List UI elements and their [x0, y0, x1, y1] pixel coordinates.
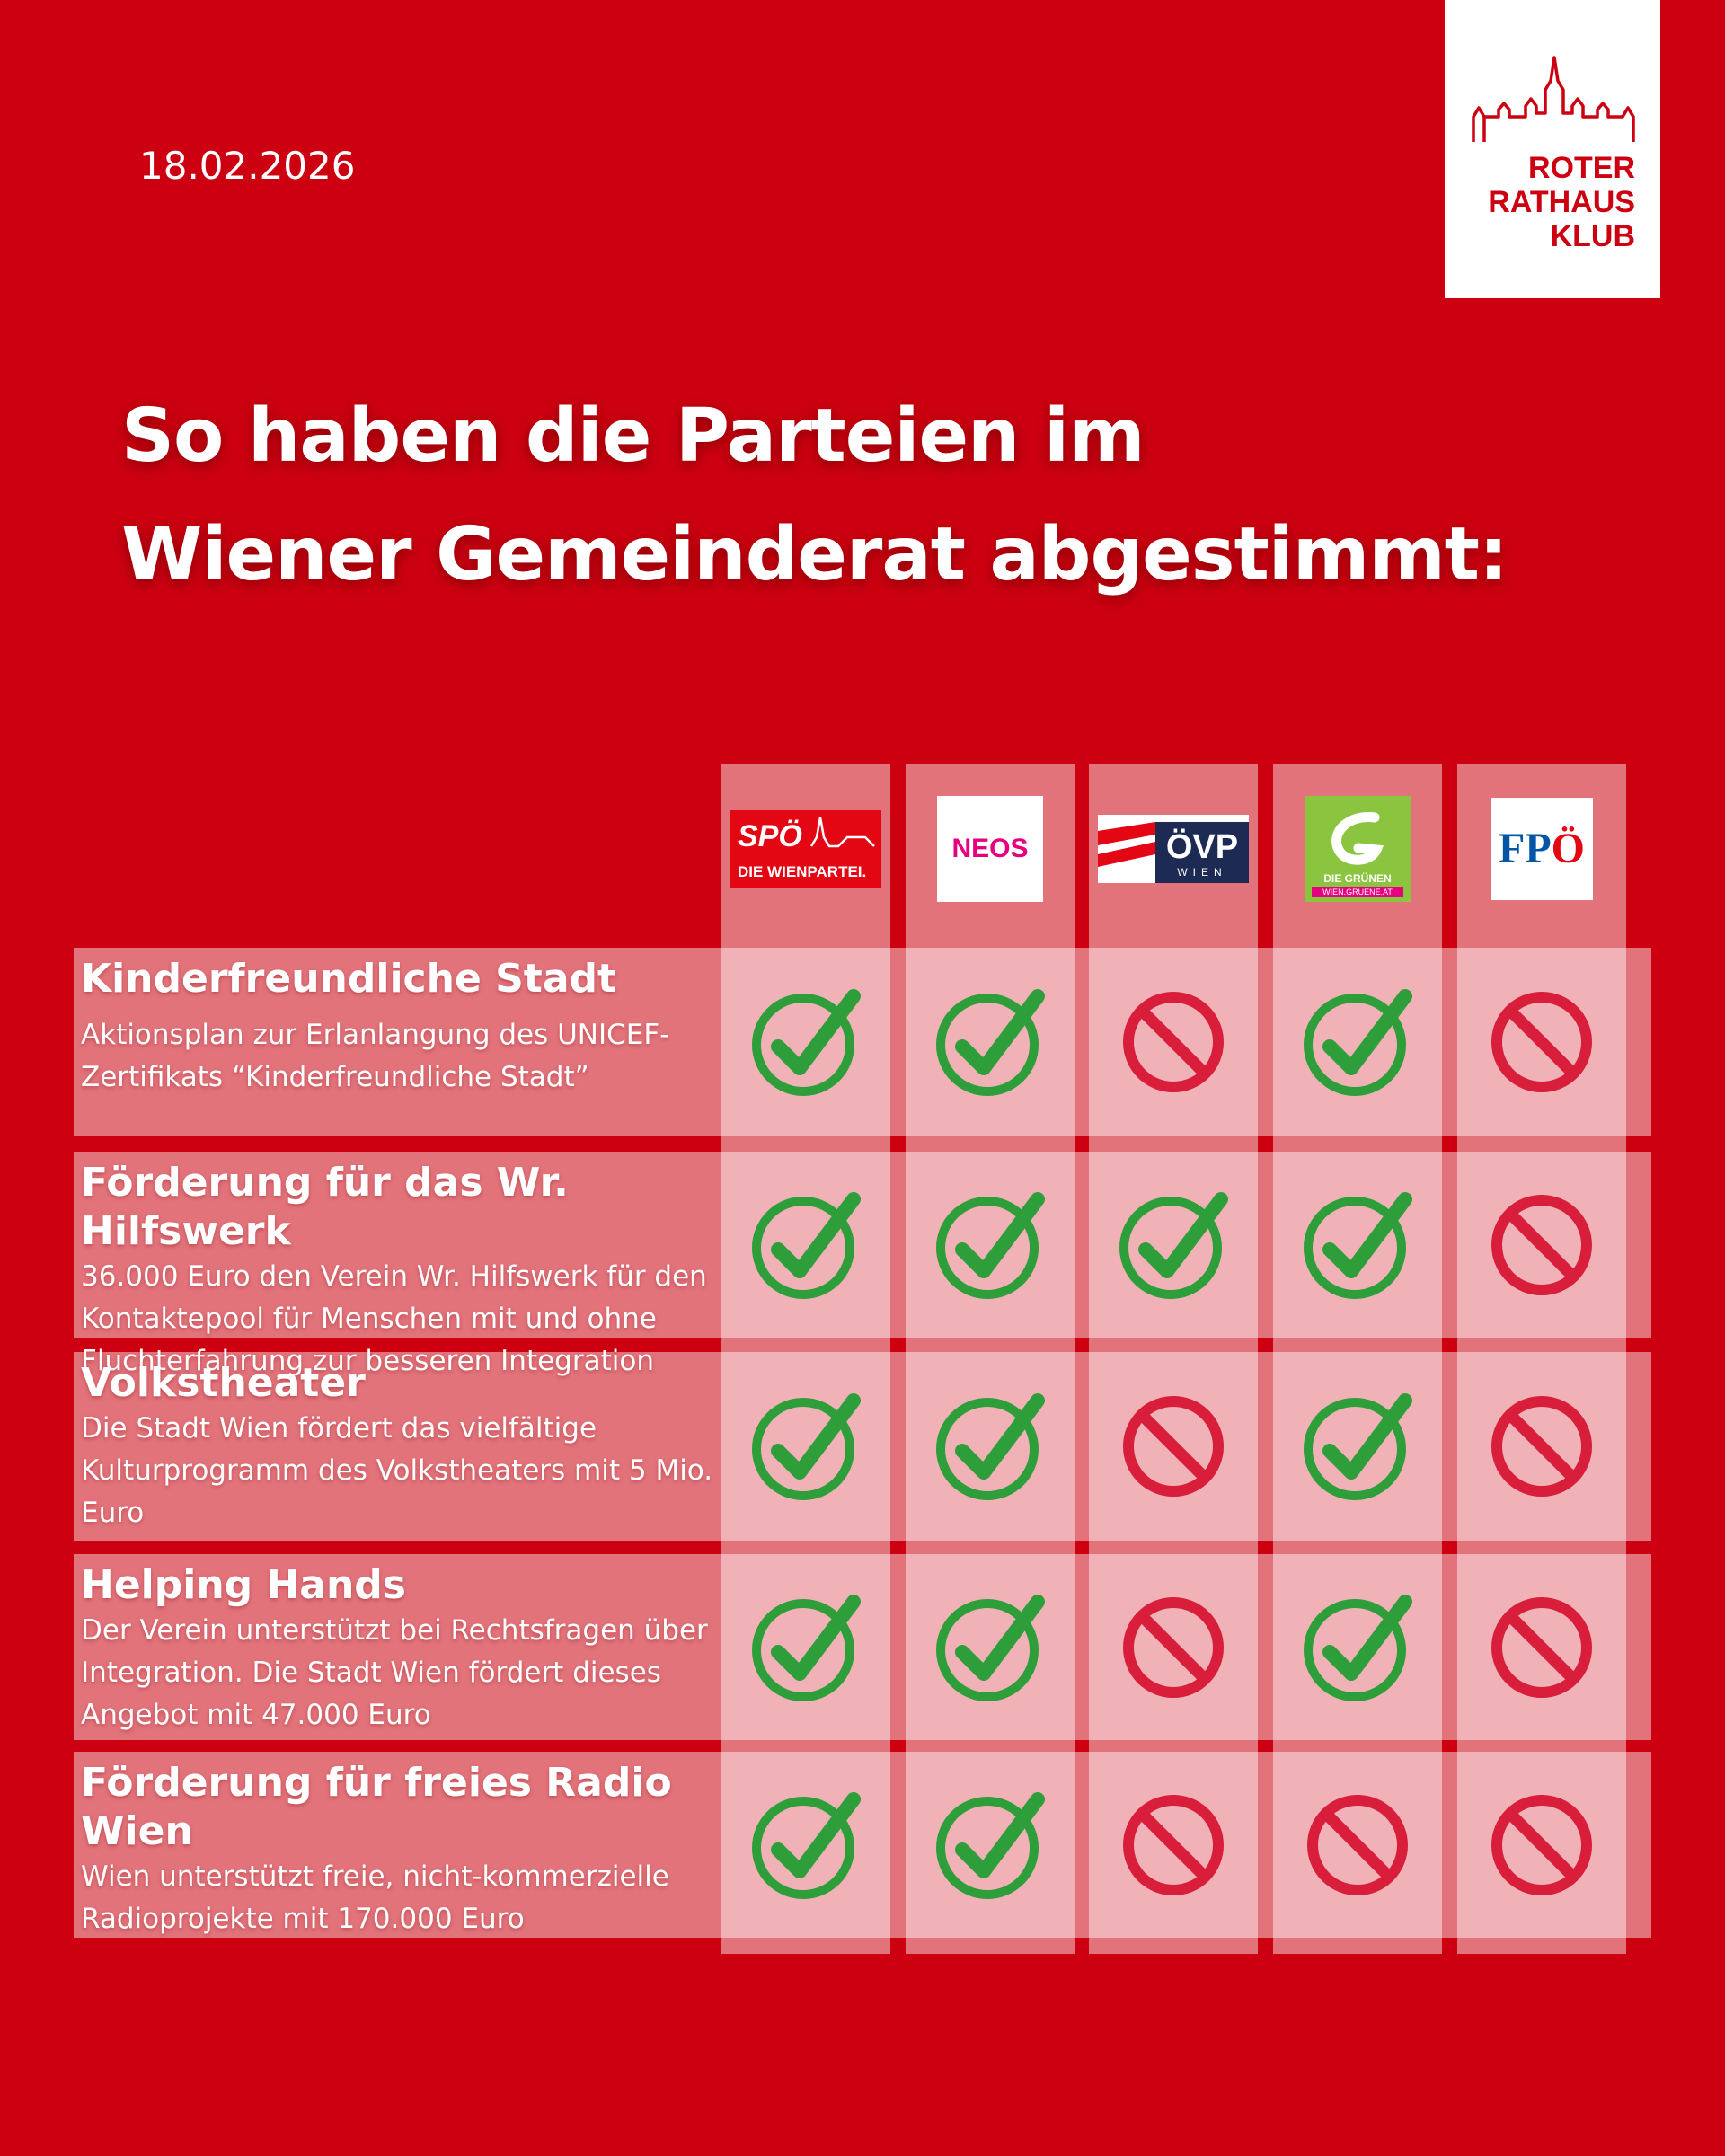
prohibited-icon: [1457, 1554, 1626, 1740]
party-name: FPÖ: [1499, 825, 1585, 872]
roter-rathausklub-logo: ROTER RATHAUS KLUB: [1445, 0, 1660, 298]
prohibited-icon: [1089, 1554, 1258, 1740]
table-row: [74, 948, 1651, 1136]
row-title: Volkstheater: [81, 1360, 366, 1406]
party-subtitle: DIE WIENPARTEI.: [738, 863, 866, 880]
prohibited-icon: [1457, 1352, 1626, 1541]
party-name: SPÖ: [738, 819, 802, 853]
table-row: [74, 1152, 1651, 1338]
row-description: Aktionsplan zur Erlanlangung des UNICEF-…: [81, 1019, 670, 1093]
spoe-logo: SPÖ DIE WIENPARTEI.: [721, 791, 890, 907]
party-subtitle: WIEN: [1177, 866, 1226, 879]
rathaus-skyline-icon: [1472, 56, 1635, 142]
check-circle-icon: [1089, 1152, 1258, 1338]
row-description: Der Verein unterstützt bei Rechtsfragen …: [81, 1614, 708, 1731]
row-description: Wien unterstützt freie, nicht-kommerziel…: [81, 1860, 669, 1935]
check-circle-icon: [1273, 948, 1442, 1136]
prohibited-icon: [1273, 1752, 1442, 1938]
brand-name: ROTER RATHAUS KLUB: [1488, 151, 1635, 253]
party-column: [1089, 764, 1258, 1954]
check-circle-icon: [1273, 1554, 1442, 1740]
party-name: DIE GRÜNEN: [1323, 871, 1391, 885]
neos-logo: NEOS: [906, 791, 1075, 907]
prohibited-icon: [1457, 1752, 1626, 1938]
table-row: [74, 1554, 1651, 1740]
check-circle-icon: [721, 1752, 890, 1938]
gruene-logo: DIE GRÜNEN WIEN.GRUENE.AT: [1273, 791, 1442, 907]
row-description: 36.000 Euro den Verein Wr. Hilfswerk für…: [81, 1260, 707, 1377]
row-label: Kinderfreundliche Stadt Aktionsplan zur E…: [81, 955, 719, 1099]
check-circle-icon: [906, 1554, 1075, 1740]
prohibited-icon: [1089, 1752, 1258, 1938]
party-column: [1273, 764, 1442, 1954]
check-circle-icon: [906, 1152, 1075, 1338]
row-label: Förderung für freies Radio Wien Wien unte…: [81, 1759, 719, 1940]
party-column: [906, 764, 1075, 1954]
prohibited-icon: [1457, 948, 1626, 1136]
page-title: So haben die Parteien im Wiener Gemeinde…: [121, 393, 1508, 597]
row-title: Helping Hands: [81, 1562, 406, 1608]
row-description: Die Stadt Wien fördert das vielfältige K…: [81, 1412, 713, 1529]
row-title: Förderung für das Wr. Hilfswerk: [81, 1160, 569, 1254]
check-circle-icon: [906, 1752, 1075, 1938]
check-circle-icon: [906, 948, 1075, 1136]
prohibited-icon: [1089, 948, 1258, 1136]
oevp-logo: ÖVP WIEN: [1089, 791, 1258, 907]
party-subtitle: WIEN.GRUENE.AT: [1322, 888, 1393, 897]
check-circle-icon: [1273, 1352, 1442, 1541]
prohibited-icon: [1089, 1352, 1258, 1541]
party-column: [721, 764, 890, 1954]
check-circle-icon: [1273, 1152, 1442, 1338]
row-title: Kinderfreundliche Stadt: [81, 956, 617, 1002]
party-name: ÖVP: [1166, 827, 1238, 866]
table-row: [74, 1752, 1651, 1938]
check-circle-icon: [721, 1152, 890, 1338]
party-name: NEOS: [951, 834, 1028, 863]
prohibited-icon: [1457, 1152, 1626, 1338]
check-circle-icon: [721, 1352, 890, 1541]
row-label: Volkstheater Die Stadt Wien fördert das v…: [81, 1359, 719, 1534]
party-column: [1457, 764, 1626, 1954]
table-row: [74, 1352, 1651, 1541]
check-circle-icon: [906, 1352, 1075, 1541]
row-title: Förderung für freies Radio Wien: [81, 1760, 672, 1854]
check-circle-icon: [721, 948, 890, 1136]
check-circle-icon: [721, 1554, 890, 1740]
date: 18.02.2026: [139, 144, 356, 188]
row-label: Förderung für das Wr. Hilfswerk 36.000 Eu…: [81, 1159, 719, 1383]
fpoe-logo: FPÖ: [1457, 791, 1626, 907]
row-label: Helping Hands Der Verein unterstützt bei …: [81, 1561, 719, 1736]
